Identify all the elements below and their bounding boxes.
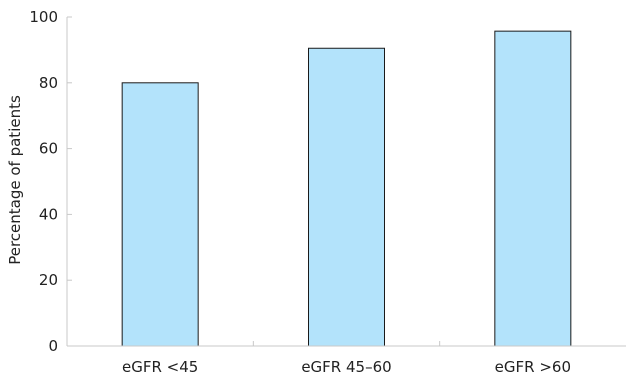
bar-3 [494, 30, 572, 347]
y-axis-label: Percentage of patients [6, 95, 24, 265]
y-tick-label: 80 [39, 74, 58, 92]
bars-group [121, 30, 572, 347]
y-tick-label: 20 [39, 271, 58, 289]
x-tick-label: eGFR >60 [495, 358, 571, 376]
y-axis-ticks: 0 20 40 60 80 100 [29, 8, 58, 355]
x-tick-label: eGFR <45 [122, 358, 198, 376]
y-tick-label: 0 [48, 337, 58, 355]
axes-group [66, 16, 626, 347]
bar-2 [308, 47, 385, 347]
y-tick-label: 60 [39, 140, 58, 158]
bar-1 [121, 82, 199, 347]
x-tick-label: eGFR 45–60 [301, 358, 391, 376]
y-tick-label: 100 [29, 8, 58, 26]
x-axis-ticks: eGFR <45 eGFR 45–60 eGFR >60 [122, 358, 571, 376]
y-tick-label: 40 [39, 205, 58, 223]
